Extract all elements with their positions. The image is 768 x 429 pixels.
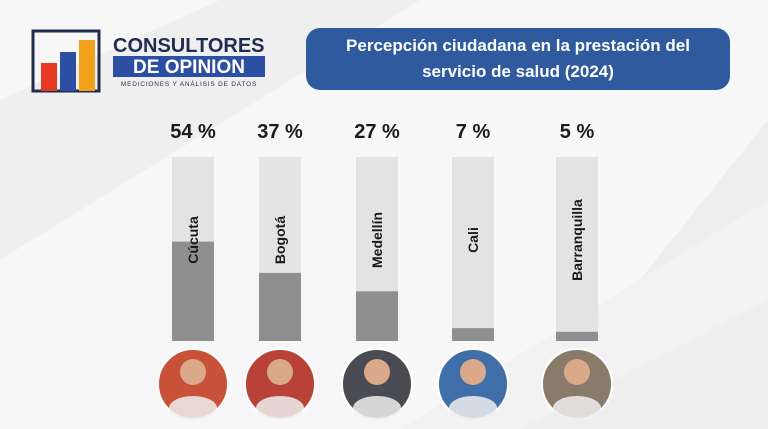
bar bbox=[172, 241, 214, 341]
bar bbox=[259, 272, 301, 341]
value-label: 27 % bbox=[354, 121, 400, 143]
person-head bbox=[364, 359, 390, 385]
person-body bbox=[553, 396, 601, 420]
person-body bbox=[256, 396, 304, 420]
logo-bar bbox=[41, 63, 57, 91]
logo: CONSULTORES DE OPINION MEDICIONES Y ANÁL… bbox=[31, 29, 265, 93]
logo-name: CONSULTORES bbox=[113, 35, 265, 57]
value-label: 54 % bbox=[170, 121, 216, 143]
category-label: Cúcuta bbox=[185, 216, 201, 264]
value-label: 37 % bbox=[257, 121, 303, 143]
person-body bbox=[169, 396, 217, 420]
bar bbox=[452, 328, 494, 341]
bar-track bbox=[452, 157, 494, 341]
value-label: 7 % bbox=[456, 121, 491, 143]
chart-title: Percepción ciudadana en la prestación de… bbox=[306, 28, 730, 90]
person-body bbox=[449, 396, 497, 420]
value-label: 5 % bbox=[560, 121, 595, 143]
person-head bbox=[460, 359, 486, 385]
logo-name: DE OPINION bbox=[133, 57, 245, 78]
logo-bar bbox=[79, 40, 95, 91]
category-label: Cali bbox=[465, 227, 481, 253]
bar bbox=[356, 291, 398, 341]
bar-track bbox=[556, 157, 598, 341]
logo-tagline: MEDICIONES Y ANÁLISIS DE DATOS bbox=[121, 79, 257, 88]
logo-bar bbox=[60, 52, 76, 91]
logo-band bbox=[113, 56, 265, 77]
category-label: Barranquilla bbox=[569, 199, 585, 281]
category-label: Medellín bbox=[369, 212, 385, 268]
person-head bbox=[267, 359, 293, 385]
person-head bbox=[180, 359, 206, 385]
category-label: Bogotá bbox=[272, 216, 288, 264]
bar bbox=[556, 331, 598, 341]
person-head bbox=[564, 359, 590, 385]
person-body bbox=[353, 396, 401, 420]
